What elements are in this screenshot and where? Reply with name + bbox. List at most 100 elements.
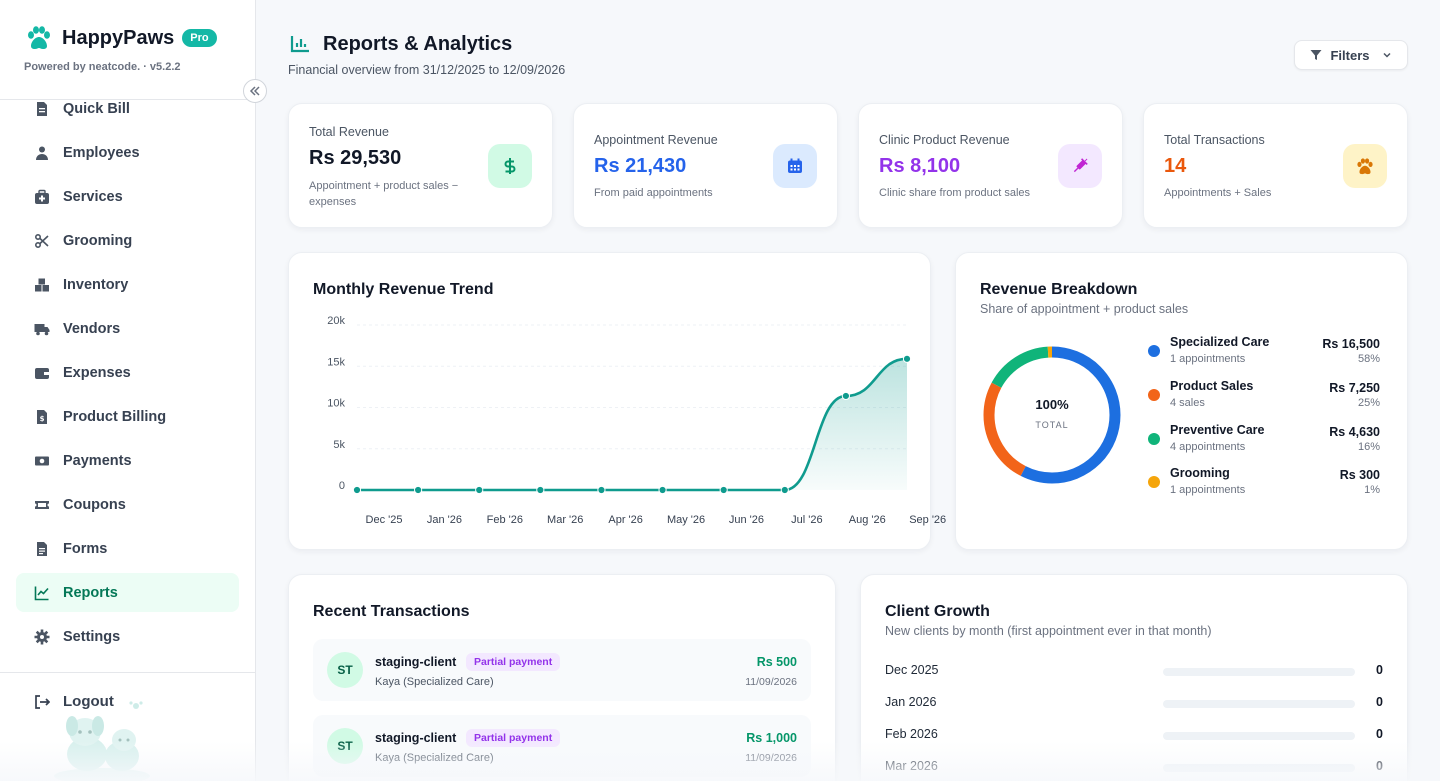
growth-value: 0	[1376, 663, 1383, 677]
sidebar-item-reports[interactable]: Reports	[16, 573, 239, 612]
sidebar-item-vendors[interactable]: Vendors	[16, 309, 239, 348]
legend-sub: 4 sales	[1170, 397, 1205, 409]
client-growth-card: Client Growth New clients by month (firs…	[860, 574, 1408, 781]
growth-month: Feb 2026	[885, 727, 938, 741]
x-tick-label: Aug '26	[849, 514, 886, 526]
sidebar-item-settings[interactable]: Settings	[16, 617, 239, 656]
form-icon	[37, 541, 47, 556]
sidebar-item-services[interactable]: Services	[16, 177, 239, 216]
logout-label: Logout	[63, 693, 114, 710]
transaction-row[interactable]: ST staging-client Partial payment Kaya (…	[313, 639, 811, 701]
sidebar-item-expenses[interactable]: Expenses	[16, 353, 239, 392]
stat-label: Appointment Revenue	[594, 133, 718, 147]
paw-logo-icon	[28, 26, 50, 49]
revenue-donut-chart	[983, 346, 1121, 484]
revenue-trend-chart: 0 5k 10k 15k 20k Dec '25 Jan '26 Feb '26 Mar '26…	[327, 315, 946, 526]
payment-status-badge: Partial payment	[466, 653, 561, 671]
growth-row: Feb 2026 0	[885, 725, 1383, 745]
growth-bar	[1163, 700, 1355, 708]
stat-card-total-revenue: Total Revenue Rs 29,530 Appointment + pr…	[288, 103, 553, 228]
stat-value: Rs 8,100	[879, 155, 961, 177]
stat-desc: Appointments + Sales	[1164, 187, 1272, 199]
x-tick-label: Dec '25	[366, 514, 403, 526]
truck-icon	[34, 323, 50, 335]
sidebar-item-employees[interactable]: Employees	[16, 133, 239, 172]
sidebar-item-inventory[interactable]: Inventory	[16, 265, 239, 304]
x-tick-label: Feb '26	[487, 514, 523, 526]
donut-center-value: 100%	[1035, 397, 1069, 412]
legend-item: Grooming 1 appointments Rs 300 1%	[1148, 466, 1380, 510]
syringe-icon	[1058, 144, 1102, 188]
sidebar-item-label: Product Billing	[63, 408, 167, 425]
legend-name: Grooming	[1170, 466, 1230, 480]
x-tick-label: Mar '26	[547, 514, 583, 526]
data-point	[536, 485, 545, 495]
logout-button[interactable]: Logout	[34, 693, 114, 710]
paw-icon	[1343, 144, 1387, 188]
y-tick-label: 20k	[327, 315, 345, 327]
sidebar-item-label: Services	[63, 188, 123, 205]
sidebar-item-label: Grooming	[63, 232, 133, 249]
money-icon	[35, 456, 49, 465]
boxes-icon	[35, 278, 49, 291]
stat-value: Rs 29,530	[309, 147, 402, 169]
sidebar-item-quick-bill[interactable]: Quick Bill	[16, 89, 239, 128]
chart-line-icon	[34, 586, 49, 600]
transaction-amount: Rs 500	[756, 655, 797, 669]
legend-sub: 1 appointments	[1170, 484, 1246, 496]
donut-slice	[983, 346, 1121, 484]
legend-value: Rs 300	[1339, 468, 1380, 482]
data-point	[658, 485, 667, 495]
legend-item: Preventive Care 4 appointments Rs 4,630 …	[1148, 423, 1380, 467]
sidebar-item-label: Inventory	[63, 276, 129, 293]
x-tick-label: Apr '26	[608, 514, 643, 526]
transaction-date: 11/09/2026	[745, 752, 797, 764]
legend-value: Rs 7,250	[1329, 381, 1380, 395]
page-title: Reports & Analytics	[323, 33, 513, 55]
sidebar-item-label: Settings	[63, 628, 121, 645]
sidebar-item-payments[interactable]: Payments	[16, 441, 239, 480]
wallet-icon	[35, 367, 49, 379]
card-subtitle: New clients by month (first appointment …	[885, 624, 1212, 638]
page-subtitle: Financial overview from 31/12/2025 to 12…	[288, 63, 566, 77]
growth-value: 0	[1376, 727, 1383, 741]
card-title: Client Growth	[885, 603, 990, 620]
dollar-icon	[488, 144, 532, 188]
legend-percent: 1%	[1364, 484, 1380, 496]
sidebar-item-label: Forms	[63, 540, 108, 557]
x-tick-label: Jun '26	[729, 514, 764, 526]
scissors-icon	[34, 233, 49, 248]
growth-bar	[1163, 668, 1355, 676]
brand-name: HappyPaws	[62, 26, 175, 49]
sidebar-item-label: Expenses	[63, 364, 131, 381]
brand[interactable]: HappyPaws Pro	[26, 26, 217, 50]
legend-sub: 1 appointments	[1170, 353, 1246, 365]
donut-slice	[983, 346, 1121, 484]
y-tick-label: 5k	[333, 439, 345, 451]
dog-illustration	[54, 701, 150, 781]
filters-button[interactable]: Filters	[1294, 40, 1408, 70]
divider	[0, 672, 256, 673]
transaction-row[interactable]: ST staging-client Partial payment Kaya (…	[313, 715, 811, 777]
growth-bar	[1163, 732, 1355, 740]
stat-value: 14	[1164, 155, 1187, 177]
transaction-amount: Rs 1,000	[746, 731, 797, 745]
stat-label: Total Transactions	[1164, 133, 1265, 147]
growth-row: Jan 2026 0	[885, 693, 1383, 713]
data-point	[780, 485, 789, 495]
card-title: Revenue Breakdown	[980, 281, 1138, 298]
sidebar-item-coupons[interactable]: Coupons	[16, 485, 239, 524]
sidebar-item-product-billing[interactable]: $ Product Billing	[16, 397, 239, 436]
legend-dot	[1148, 476, 1160, 488]
card-title: Recent Transactions	[313, 603, 470, 620]
y-tick-label: 10k	[327, 398, 345, 410]
calendar-icon	[773, 144, 817, 188]
data-point	[414, 485, 423, 495]
recent-transactions-card: Recent Transactions ST staging-client Pa…	[288, 574, 836, 781]
data-point	[902, 354, 912, 363]
sidebar-item-grooming[interactable]: Grooming	[16, 221, 239, 260]
sidebar-item-forms[interactable]: Forms	[16, 529, 239, 568]
stat-card-total-transactions: Total Transactions 14 Appointments + Sal…	[1143, 103, 1408, 228]
user-icon	[36, 146, 48, 160]
collapse-sidebar-button[interactable]	[243, 79, 267, 103]
